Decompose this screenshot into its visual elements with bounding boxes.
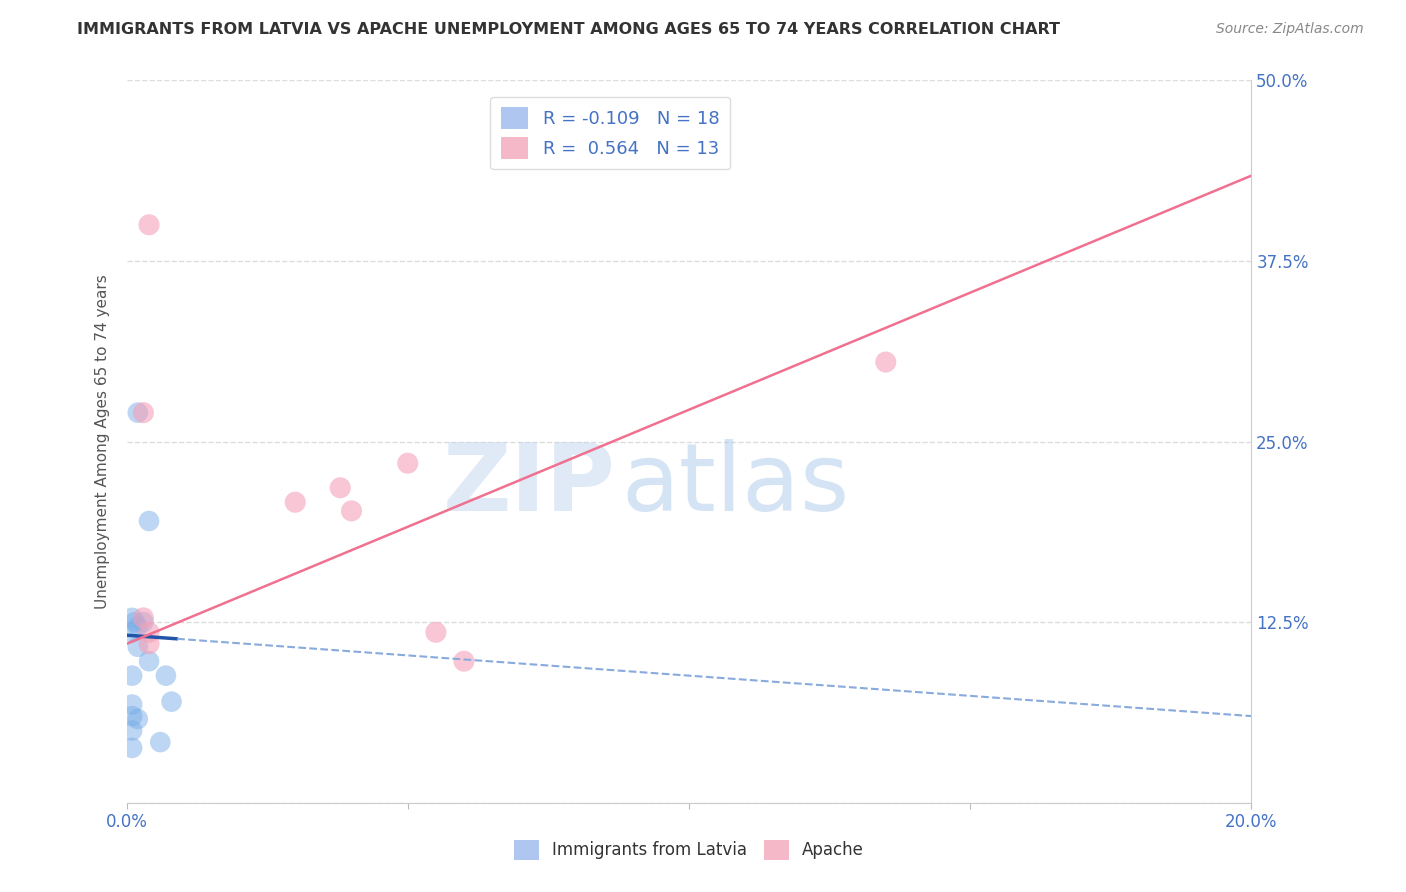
Point	[121, 625, 143, 640]
Point	[160, 695, 183, 709]
Point	[149, 735, 172, 749]
Point	[453, 654, 475, 668]
Point	[127, 640, 149, 654]
Point	[284, 495, 307, 509]
Point	[1268, 167, 1291, 181]
Point	[121, 709, 143, 723]
Point	[132, 611, 155, 625]
Point	[425, 625, 447, 640]
Point	[127, 712, 149, 726]
Point	[875, 355, 897, 369]
Text: ZIP: ZIP	[443, 439, 616, 531]
Point	[127, 619, 149, 633]
Point	[121, 698, 143, 712]
Point	[138, 514, 160, 528]
Point	[132, 615, 155, 630]
Text: IMMIGRANTS FROM LATVIA VS APACHE UNEMPLOYMENT AMONG AGES 65 TO 74 YEARS CORRELAT: IMMIGRANTS FROM LATVIA VS APACHE UNEMPLO…	[77, 22, 1060, 37]
Point	[396, 456, 419, 470]
Point	[138, 654, 160, 668]
Point	[329, 481, 352, 495]
Point	[124, 615, 146, 630]
Point	[138, 637, 160, 651]
Point	[340, 504, 363, 518]
Point	[138, 218, 160, 232]
Point	[121, 723, 143, 738]
Legend: Immigrants from Latvia, Apache: Immigrants from Latvia, Apache	[508, 833, 870, 867]
Point	[132, 406, 155, 420]
Point	[121, 740, 143, 755]
Point	[138, 625, 160, 640]
Y-axis label: Unemployment Among Ages 65 to 74 years: Unemployment Among Ages 65 to 74 years	[94, 274, 110, 609]
Point	[127, 406, 149, 420]
Text: atlas: atlas	[621, 439, 849, 531]
Point	[155, 668, 177, 682]
Text: Source: ZipAtlas.com: Source: ZipAtlas.com	[1216, 22, 1364, 37]
Point	[121, 668, 143, 682]
Point	[121, 611, 143, 625]
